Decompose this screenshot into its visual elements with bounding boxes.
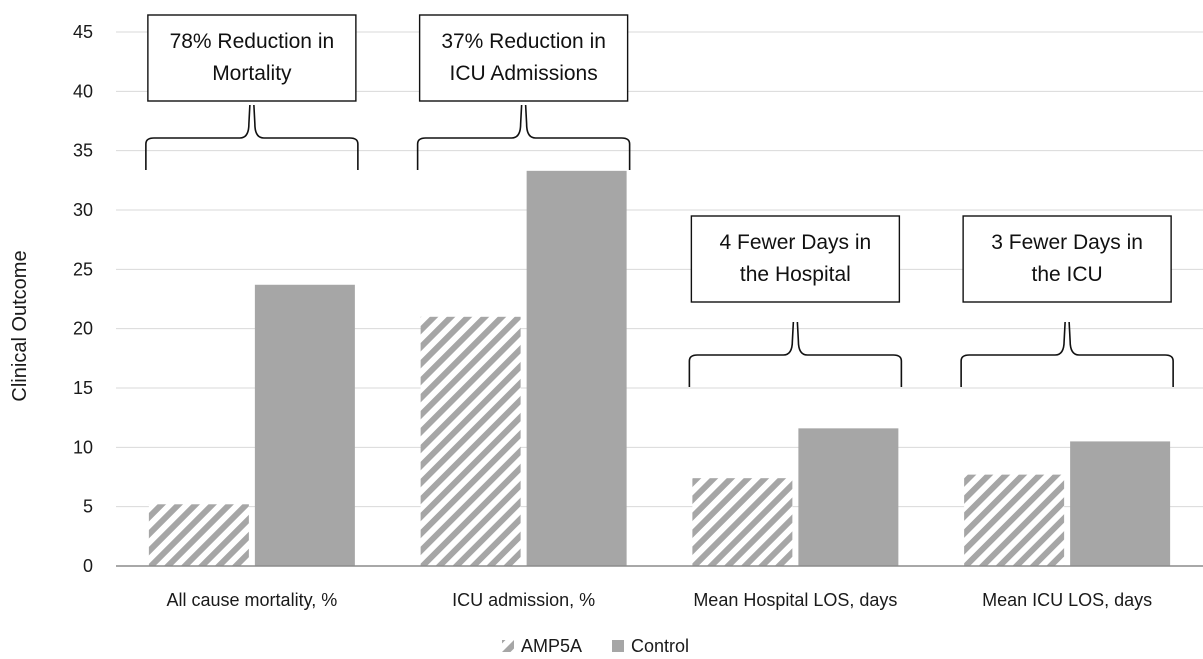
callout-brace: [688, 321, 903, 387]
y-tick-label: 20: [73, 319, 93, 339]
callout-box: [418, 14, 629, 102]
bar-control: [798, 428, 899, 566]
x-category-label: ICU admission, %: [452, 590, 595, 610]
bars: [148, 170, 1171, 566]
y-tick-label: 25: [73, 259, 93, 279]
callout-text: Mortality: [212, 62, 292, 85]
y-axis-title: Clinical Outcome: [9, 250, 31, 401]
x-axis-categories: All cause mortality, % ICU admission, % Me…: [167, 590, 1153, 610]
callout-text: ICU Admissions: [450, 62, 598, 85]
callout-text: 37% Reduction in: [441, 30, 606, 53]
legend-label: Control: [631, 636, 689, 656]
callout-text: the Hospital: [740, 263, 851, 286]
callout-text: the ICU: [1032, 263, 1103, 286]
legend: AMP5A Control: [502, 636, 689, 656]
legend-swatch: [502, 640, 514, 652]
callout-box: [962, 215, 1172, 303]
x-category-label: Mean Hospital LOS, days: [693, 590, 897, 610]
legend-label: AMP5A: [521, 636, 582, 656]
y-tick-label: 30: [73, 200, 93, 220]
callout-brace: [960, 321, 1174, 387]
callout-box: [147, 14, 357, 102]
y-tick-label: 0: [83, 556, 93, 576]
y-tick-label: 40: [73, 81, 93, 101]
bar-control: [254, 284, 355, 566]
bar-control: [526, 170, 627, 566]
y-axis-ticks: 0 5 10 15 20 25 30 35 40 45: [73, 22, 93, 576]
callout-brace: [145, 104, 359, 170]
bar-amp5a: [964, 474, 1065, 566]
bar-amp5a: [420, 316, 521, 566]
y-tick-label: 5: [83, 497, 93, 517]
bar-amp5a: [692, 478, 793, 566]
callout-text: 3 Fewer Days in: [991, 231, 1143, 254]
y-tick-label: 10: [73, 437, 93, 457]
callout-box: [690, 215, 901, 303]
y-tick-label: 35: [73, 141, 93, 161]
y-tick-label: 15: [73, 378, 93, 398]
legend-swatch: [612, 640, 624, 652]
callout-brace: [416, 104, 631, 170]
callouts: 78% Reduction in Mortality 37% Reduction i…: [145, 14, 1174, 387]
y-tick-label: 45: [73, 22, 93, 42]
bar-amp5a: [148, 504, 249, 566]
x-category-label: Mean ICU LOS, days: [982, 590, 1152, 610]
callout-text: 78% Reduction in: [170, 30, 335, 53]
x-category-label: All cause mortality, %: [167, 590, 338, 610]
callout-text: 4 Fewer Days in: [720, 231, 872, 254]
bar-control: [1070, 441, 1171, 566]
